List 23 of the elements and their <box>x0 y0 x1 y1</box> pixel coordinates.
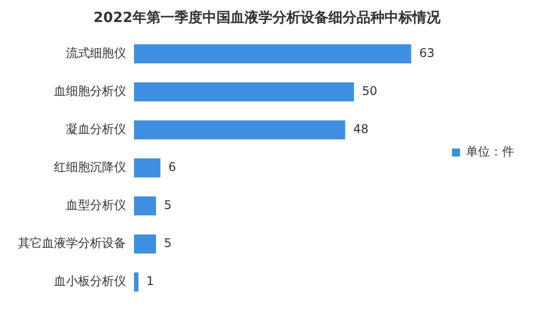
legend-label: 单位：件 <box>466 144 514 159</box>
y-tick-label: 凝血分析仪 <box>66 122 126 136</box>
bar <box>134 82 354 102</box>
y-tick-label: 血型分析仪 <box>66 198 126 212</box>
bar <box>134 44 412 64</box>
bar <box>134 196 156 216</box>
y-tick-label: 红细胞沉降仪 <box>54 160 126 174</box>
chart-title: 2022年第一季度中国血液学分析设备细分品种中标情况 <box>94 9 442 26</box>
bar <box>134 234 156 254</box>
data-label: 5 <box>164 198 172 212</box>
y-tick-label: 血小板分析仪 <box>54 274 126 288</box>
data-label: 5 <box>164 236 172 250</box>
y-tick-label: 流式细胞仪 <box>66 46 126 60</box>
y-tick-label: 血细胞分析仪 <box>54 84 126 98</box>
data-label: 50 <box>362 84 378 98</box>
data-label: 48 <box>353 122 368 136</box>
data-label: 1 <box>146 274 154 288</box>
data-label: 6 <box>168 160 176 174</box>
bar <box>134 120 346 140</box>
y-tick-label: 其它血液学分析设备 <box>18 236 126 250</box>
bar <box>134 158 160 178</box>
data-label: 63 <box>419 46 434 60</box>
bar <box>134 272 138 292</box>
